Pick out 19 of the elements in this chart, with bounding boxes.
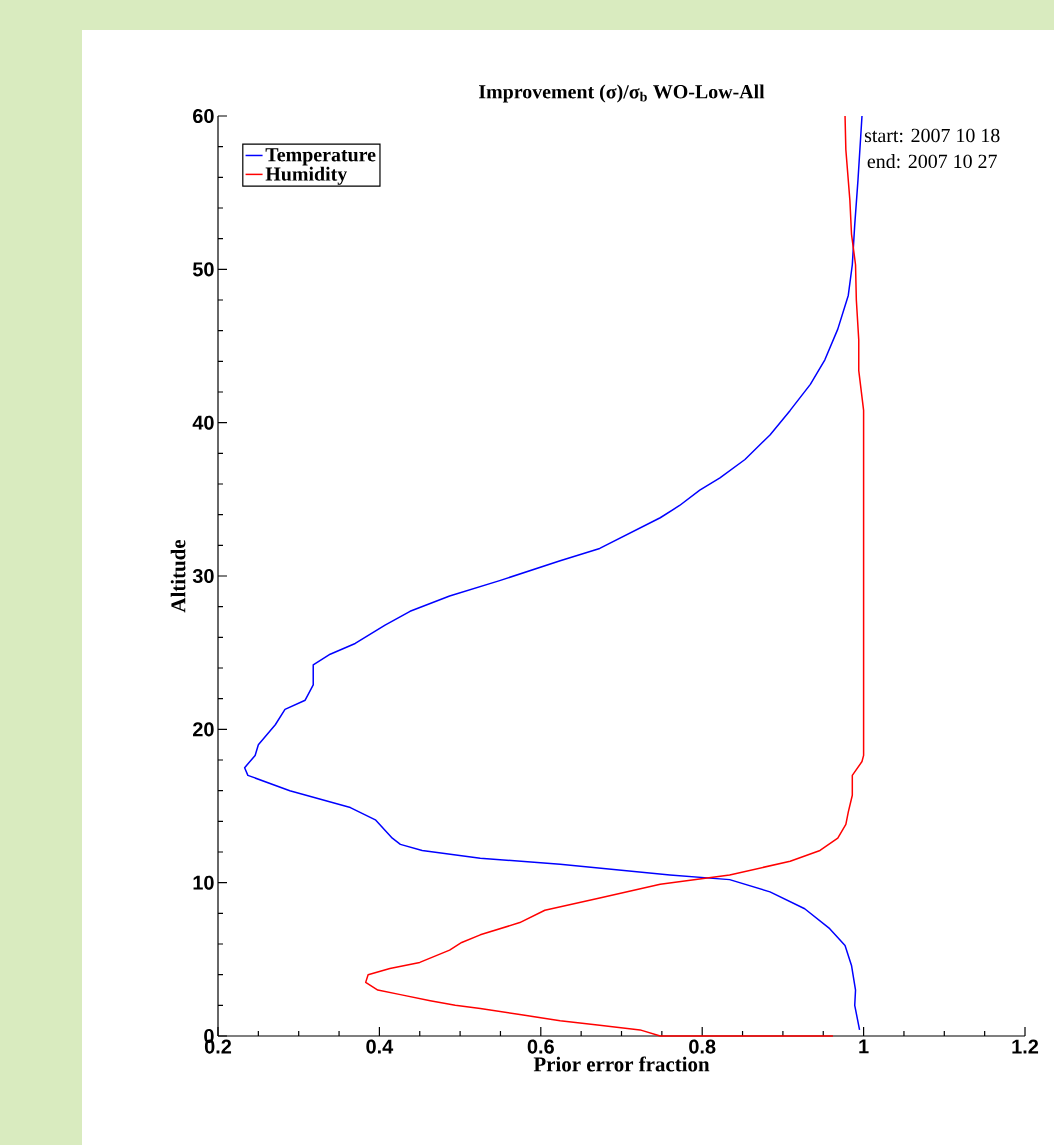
y-axis-title: Altitude xyxy=(170,539,186,613)
annotation: end: 2007 10 27 xyxy=(867,154,997,169)
y-tick-label: 20 xyxy=(193,722,214,737)
x-tick-label: 1 xyxy=(859,1039,869,1054)
y-tick-label: 50 xyxy=(192,262,214,277)
x-tick-label: 0.6 xyxy=(527,1039,554,1054)
legend-label: Humidity xyxy=(265,166,348,185)
y-tick-label: 40 xyxy=(192,415,214,430)
x-tick-label: 1.2 xyxy=(1012,1039,1039,1054)
y-tick-label: 60 xyxy=(193,108,214,124)
y-tick-label: 30 xyxy=(192,568,214,584)
legend-label: Temperature xyxy=(265,148,376,166)
line-series xyxy=(243,115,863,1031)
y-tick-label: 10 xyxy=(193,875,214,890)
annotation: start: 2007 10 18 xyxy=(864,128,1000,143)
x-axis-title: Prior error fraction xyxy=(533,1056,710,1072)
x-tick-label: 0.4 xyxy=(366,1039,394,1054)
x-tick-label: 0.8 xyxy=(689,1039,716,1054)
chart-title: Improvement (σ)/σ$_{b}$ WO-Low-All xyxy=(479,84,765,103)
